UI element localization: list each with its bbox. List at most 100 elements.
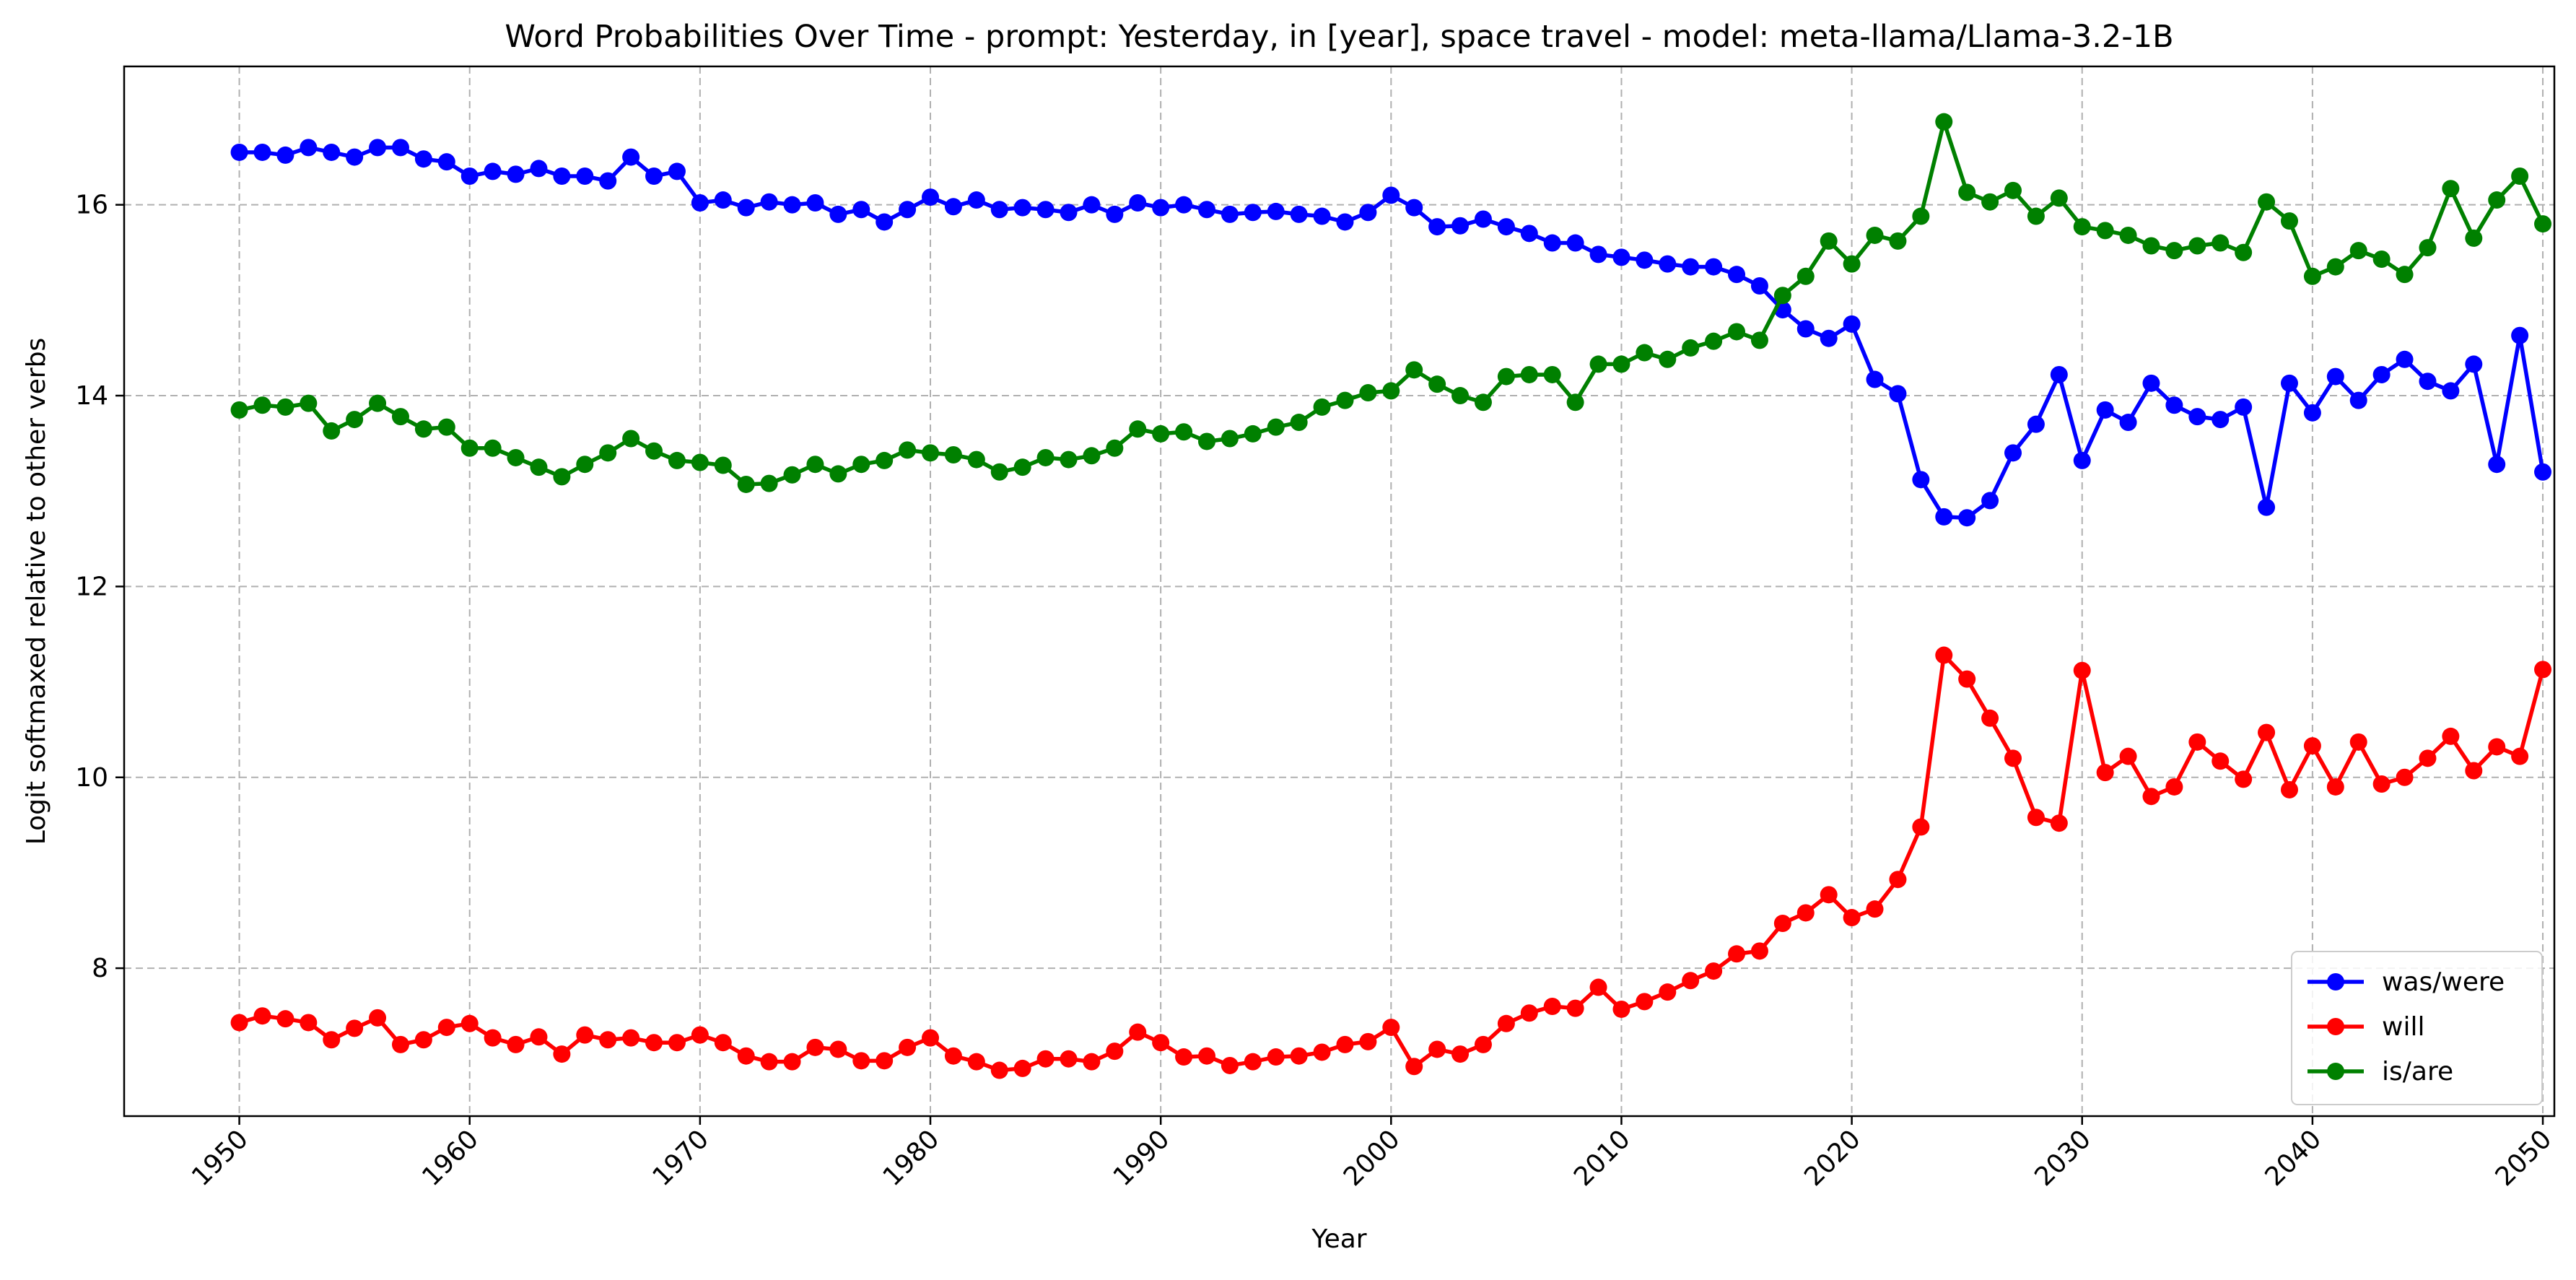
y-tick-label: 10: [75, 763, 108, 793]
data-point: [1589, 245, 1607, 264]
data-point: [1728, 266, 1746, 284]
data-point: [1659, 983, 1677, 1001]
data-point: [599, 172, 617, 190]
data-point: [230, 143, 248, 161]
data-point: [1796, 267, 1815, 285]
data-point: [437, 1019, 455, 1037]
data-point: [1843, 315, 1861, 333]
data-point: [1221, 205, 1239, 223]
data-point: [852, 1052, 870, 1070]
data-point: [829, 465, 847, 483]
data-point: [2096, 401, 2114, 419]
data-point: [1197, 1047, 1215, 1065]
data-point: [2165, 396, 2183, 414]
data-point: [323, 143, 341, 161]
data-point: [2396, 768, 2414, 786]
data-point: [507, 165, 525, 183]
data-point: [783, 1053, 801, 1071]
data-point: [414, 1031, 432, 1049]
data-point: [230, 401, 248, 419]
data-point: [1405, 199, 1423, 217]
data-point: [2465, 355, 2483, 373]
data-point: [1013, 458, 1031, 476]
data-point: [2142, 374, 2160, 392]
data-point: [806, 194, 824, 212]
data-point: [484, 162, 502, 180]
data-point: [1636, 344, 1654, 362]
data-point: [1820, 232, 1838, 250]
data-point: [437, 153, 455, 171]
series-lines: [230, 113, 2552, 1079]
data-point: [1705, 332, 1723, 350]
data-point: [691, 1026, 709, 1044]
data-point: [2326, 258, 2344, 276]
data-point: [576, 456, 594, 474]
data-point: [323, 1031, 341, 1049]
data-point: [1451, 217, 1470, 235]
data-point: [806, 456, 824, 474]
data-point: [2280, 212, 2298, 230]
data-point: [1106, 205, 1124, 223]
data-point: [829, 205, 847, 223]
data-point: [1981, 709, 1999, 727]
data-point: [2119, 747, 2137, 765]
data-point: [1313, 398, 1331, 416]
data-point: [553, 468, 571, 486]
y-tick-label: 14: [75, 381, 108, 411]
data-point: [2004, 181, 2022, 199]
data-point: [1106, 1042, 1124, 1061]
data-point: [276, 146, 294, 164]
data-point: [599, 444, 617, 462]
data-point: [852, 201, 870, 219]
data-point: [2396, 350, 2414, 368]
data-point: [1682, 972, 1700, 990]
data-point: [530, 160, 548, 178]
data-point: [737, 199, 755, 217]
legend-box: [2291, 951, 2543, 1105]
data-point: [1197, 432, 1215, 450]
data-point: [622, 1029, 640, 1047]
data-point: [300, 394, 318, 412]
data-point: [1705, 962, 1723, 980]
data-point: [1267, 202, 1285, 220]
data-point: [369, 139, 387, 157]
data-point: [2534, 215, 2552, 233]
data-point: [2396, 266, 2414, 284]
data-point: [1175, 423, 1193, 441]
data-point: [1428, 218, 1446, 236]
data-point: [1451, 1045, 1470, 1063]
data-point: [1428, 1040, 1446, 1058]
data-point: [1520, 1004, 1538, 1022]
data-point: [1497, 1014, 1515, 1032]
data-point: [2212, 411, 2230, 429]
data-point: [2212, 234, 2230, 252]
data-point: [414, 420, 432, 438]
data-point: [2326, 367, 2344, 386]
data-point: [530, 458, 548, 476]
data-point: [1520, 365, 1538, 383]
data-point: [1981, 492, 1999, 510]
data-point: [899, 441, 917, 459]
data-point: [1543, 234, 1561, 252]
data-point: [1612, 248, 1630, 266]
data-point: [2004, 749, 2022, 767]
data-point: [2303, 267, 2321, 285]
data-point: [944, 198, 962, 216]
data-point: [300, 1014, 318, 1032]
data-point: [1750, 942, 1768, 960]
data-point: [2258, 723, 2276, 741]
data-point: [553, 1045, 571, 1063]
data-point: [990, 463, 1008, 481]
data-point: [576, 167, 594, 186]
data-point: [2050, 365, 2068, 383]
data-point: [1382, 1019, 1400, 1037]
data-point: [1958, 670, 1976, 688]
data-point: [899, 201, 917, 219]
series-will: [230, 646, 2552, 1079]
data-point: [990, 201, 1008, 219]
data-point: [737, 475, 755, 493]
data-point: [2442, 180, 2460, 198]
data-point: [1382, 382, 1400, 400]
data-point: [1313, 207, 1331, 225]
data-point: [967, 1053, 985, 1071]
